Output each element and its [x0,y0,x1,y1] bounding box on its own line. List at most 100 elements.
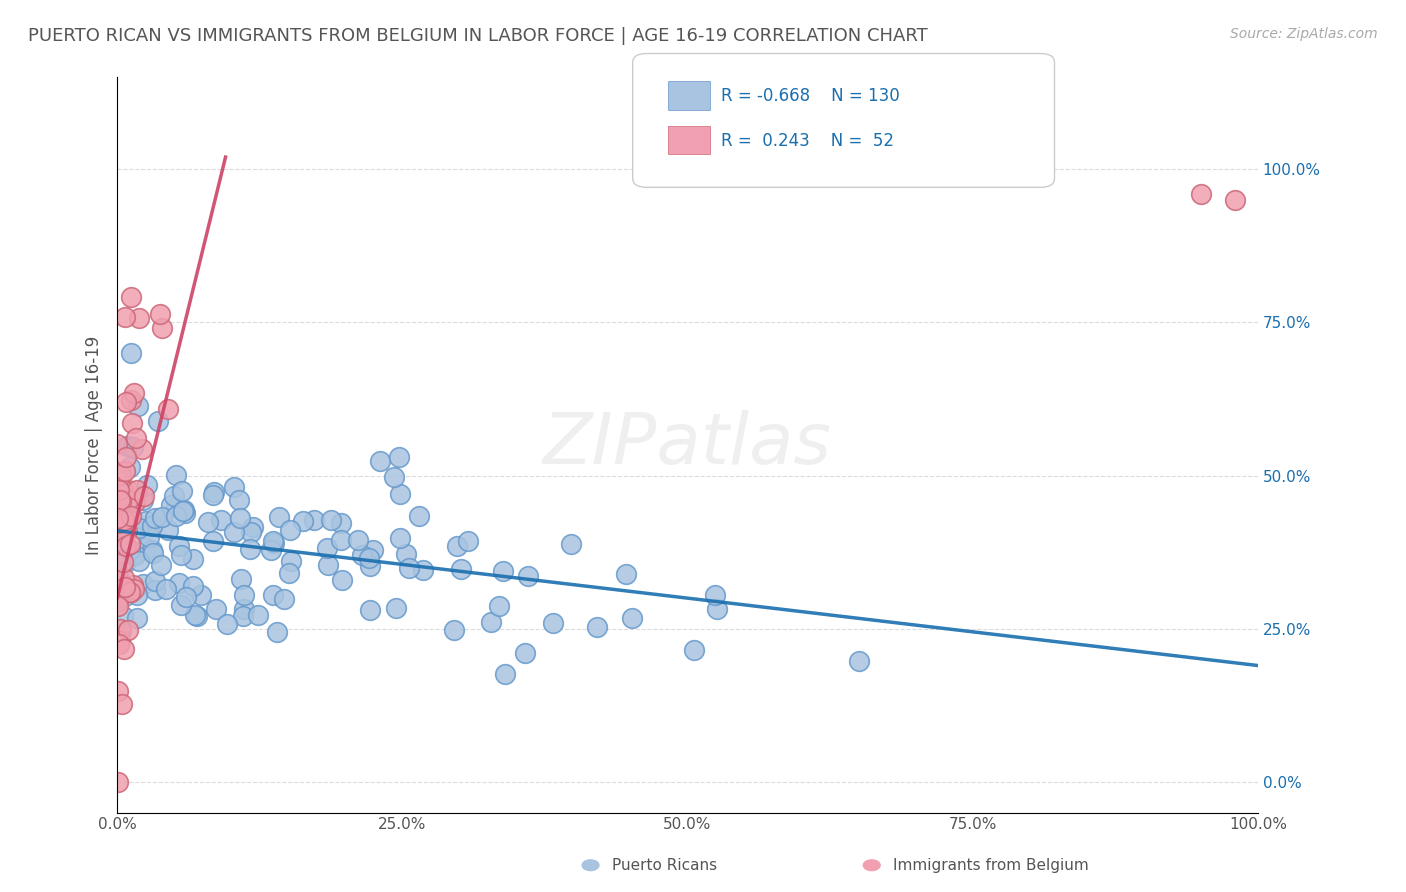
Point [513,646,536,660]
Point [170,549,193,563]
Point [205,602,228,616]
Point [165,508,187,523]
Point [120,537,142,551]
Point [125,483,148,497]
Point [128,310,150,325]
Point [491,564,513,578]
Point [224,480,246,494]
Point [319,513,342,527]
Point [136,477,159,491]
Point [107,565,129,579]
Point [124,548,146,562]
Point [370,453,392,467]
Point [247,607,270,622]
Point [111,513,134,527]
Point [170,484,193,499]
Point [228,492,250,507]
Point [125,588,148,602]
Point [107,483,129,497]
Point [260,543,283,558]
Point [141,519,163,533]
Point [543,616,565,631]
Point [117,483,139,498]
Point [446,540,468,554]
Point [111,483,134,497]
Point [135,514,157,528]
Point [107,516,129,530]
Point [350,549,373,563]
Point [222,524,245,539]
Point [112,571,135,585]
Point [127,399,149,413]
Point [560,537,582,551]
Point [150,558,173,573]
Point [233,602,256,616]
Point [110,697,132,711]
Point [209,513,232,527]
Point [115,539,138,553]
Point [150,320,173,334]
Point [120,585,142,599]
Point [108,492,131,507]
Point [115,450,138,464]
Point [215,617,238,632]
Point [388,532,411,546]
Point [1189,186,1212,201]
Point [170,598,193,612]
Point [232,588,254,602]
Point [160,498,183,512]
Point [347,533,370,548]
Point [262,533,284,548]
Text: PUERTO RICAN VS IMMIGRANTS FROM BELGIUM IN LABOR FORCE | AGE 16-19 CORRELATION C: PUERTO RICAN VS IMMIGRANTS FROM BELGIUM … [28,27,928,45]
Point [143,582,166,597]
Point [169,575,191,590]
Point [107,775,129,789]
Point [162,489,184,503]
Text: Puerto Ricans: Puerto Ricans [612,858,717,872]
Point [114,310,136,324]
Point [124,495,146,509]
Point [110,495,132,509]
Point [114,465,136,479]
Point [112,555,135,569]
Point [165,468,187,483]
Point [388,450,411,464]
Point [190,588,212,602]
Point [329,516,352,530]
Point [1223,193,1246,207]
Point [197,516,219,530]
Point [107,533,129,548]
Point [269,510,291,524]
Y-axis label: In Labor Force | Age 16-19: In Labor Force | Age 16-19 [86,335,103,555]
Point [132,489,155,503]
Point [120,585,142,599]
Point [157,523,180,537]
Point [122,440,145,454]
Point [122,577,145,591]
Point [228,511,250,525]
Point [141,546,163,560]
Point [108,622,131,636]
Point [115,524,138,538]
Point [108,637,131,651]
Point [359,559,381,574]
Point [361,543,384,558]
Point [242,520,264,534]
Point [107,599,129,613]
Point [706,602,728,616]
Point [112,641,135,656]
Point [150,509,173,524]
Point [172,504,194,518]
Point [174,591,197,605]
Point [181,579,204,593]
Point [141,519,163,533]
Point [128,554,150,568]
Point [107,510,129,524]
Point [117,492,139,507]
Point [105,437,128,451]
Point [201,533,224,548]
Point [149,307,172,321]
Point [120,290,142,304]
Point [621,611,644,625]
Point [330,533,353,548]
